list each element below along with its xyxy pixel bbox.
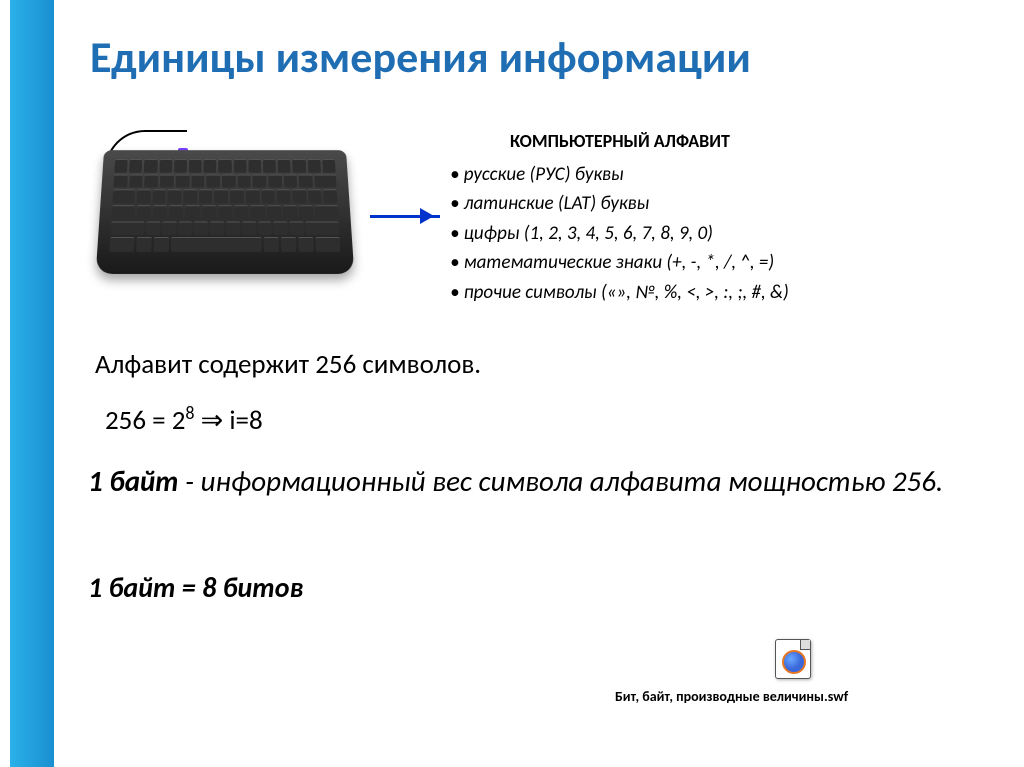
formula-part-b: ⇒ i=8: [195, 404, 263, 437]
alphabet-count-line: Алфавит содержит 256 символов.: [95, 348, 481, 381]
bullet-item: • прочие символы («», №, %, <, >, :, ;, …: [450, 278, 789, 307]
left-accent-bar: [10, 0, 54, 767]
bullet-item: • латинские (LAT) буквы: [450, 189, 789, 218]
formula-exponent: 8: [185, 402, 194, 424]
page-fold-icon: [800, 640, 810, 650]
bullet-item: • русские (РУС) буквы: [450, 160, 789, 189]
byte-definition: 1 байт - информационный вес символа алфа…: [88, 460, 974, 502]
alphabet-heading: КОМПЬЮТЕРНЫЙ АЛФАВИТ: [510, 130, 730, 152]
firefox-icon: [782, 650, 806, 674]
byte-term: 1 байт: [88, 463, 179, 499]
swf-file-icon[interactable]: [775, 639, 811, 679]
byte-definition-text: - информационный вес символа алфавита мо…: [179, 463, 944, 499]
bullet-item: • цифры (1, 2, 3, 4, 5, 6, 7, 8, 9, 0): [450, 219, 789, 248]
alphabet-bullets: • русские (РУС) буквы • латинские (LAT) …: [450, 160, 789, 307]
bullet-item: • математические знаки (+, -, *, /, ^, =…: [450, 248, 789, 277]
slide-title: Единицы измерения информации: [90, 30, 751, 84]
keyboard-image: [100, 145, 360, 275]
arrow-icon: [370, 215, 440, 218]
formula-line: 256 = 28 ⇒ i=8: [105, 402, 263, 437]
slide: Единицы измерения информации КОМПЬЮТЕРНЫ…: [0, 0, 1024, 767]
byte-equation: 1 байт = 8 битов: [88, 570, 303, 605]
formula-part-a: 256 = 2: [105, 404, 185, 437]
swf-file-label: Бит, байт, производные величины.swf: [615, 688, 848, 705]
